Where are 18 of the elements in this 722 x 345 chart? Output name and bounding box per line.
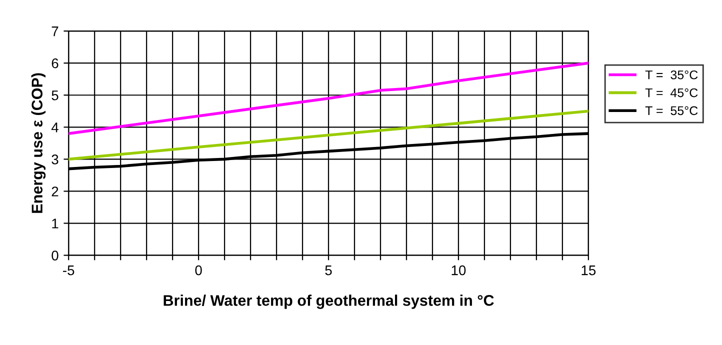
x-tick-label: 5 (325, 266, 332, 276)
legend-label: T = 55°C (645, 106, 698, 116)
y-tick-label: 4 (51, 122, 58, 132)
y-axis-title: Energy use ε (COP) (31, 73, 46, 213)
y-tick-label: 6 (52, 58, 58, 68)
x-tick-label: -5 (63, 266, 74, 276)
y-tick-label: 7 (52, 26, 58, 36)
x-tick-label: 10 (452, 265, 466, 276)
y-tick-label: 1 (52, 218, 58, 228)
y-tick-label: 2 (52, 186, 58, 196)
legend-label: T = 45°C (645, 88, 698, 98)
x-axis-title: Brine/ Water temp of geothermal system in °C (164, 294, 494, 309)
y-tick-label: 0 (52, 250, 58, 260)
x-tick-label: 0 (195, 265, 202, 276)
y-tick-label: 3 (52, 154, 58, 164)
x-tick-label: 15 (582, 266, 596, 276)
y-tick-label: 5 (52, 90, 58, 100)
legend-label: T = 35°C (645, 70, 698, 80)
